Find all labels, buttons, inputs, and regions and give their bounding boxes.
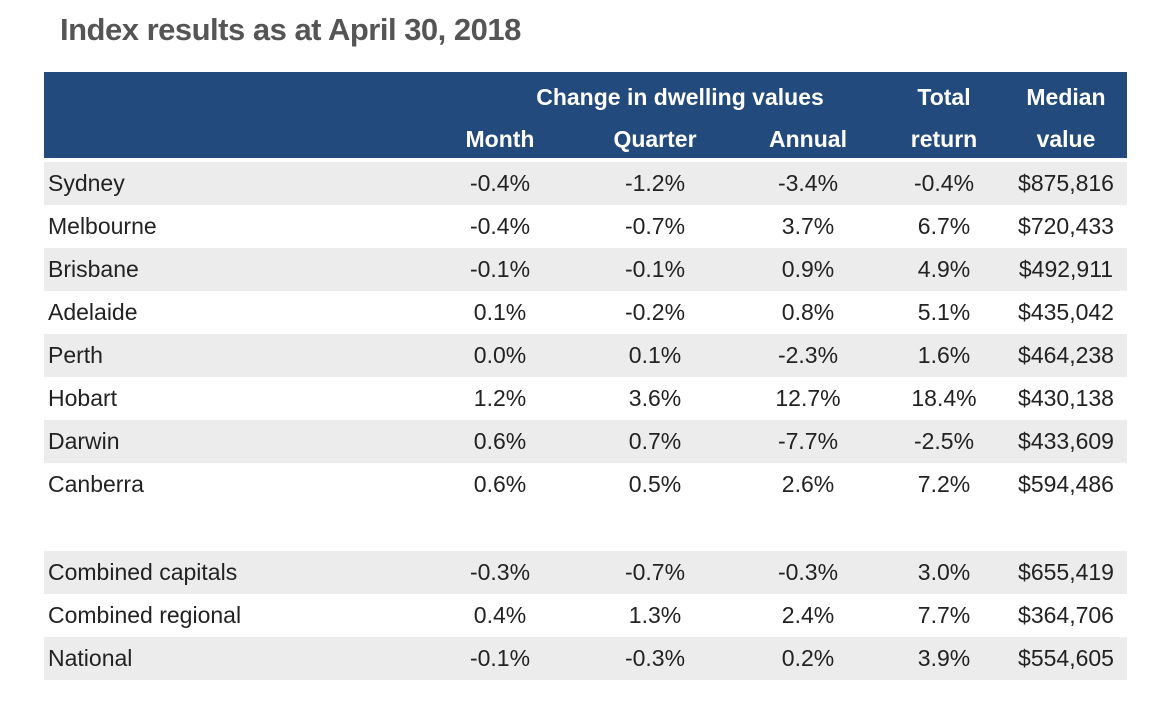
cell-value: 0.5% <box>628 471 682 497</box>
cell-value: -1.2% <box>624 170 686 196</box>
table-row: Canberra 0.6% 0.5% 2.6% 7.2% $594,486 <box>44 463 1127 506</box>
cell-value: $433,609 <box>1018 428 1114 454</box>
cell-value: $875,816 <box>1018 170 1114 196</box>
table-row: Combined capitals -0.3% -0.7% -0.3% 3.0% $655… <box>44 551 1127 594</box>
cell-value: 0.2% <box>781 645 835 671</box>
cell-value: 3.7% <box>781 213 835 239</box>
table-row: Darwin 0.6% 0.7% -7.7% -2.5% $433,609 <box>44 420 1127 463</box>
column-header: Month <box>465 126 535 152</box>
table-row: National -0.1% -0.3% 0.2% 3.9% $554,605 <box>44 637 1127 680</box>
cell-value: 0.1% <box>473 299 527 325</box>
cell-value: -0.3% <box>624 645 686 671</box>
cell-value: -0.4% <box>469 213 531 239</box>
cell-value: 0.6% <box>473 428 527 454</box>
table-row: Perth 0.0% 0.1% -2.3% 1.6% $464,238 <box>44 334 1127 377</box>
cell-value: 0.7% <box>628 428 682 454</box>
cell-value: -2.5% <box>913 428 975 454</box>
cell-value: 4.9% <box>917 256 971 282</box>
cell-value: $430,138 <box>1018 385 1114 411</box>
column-header: Total return <box>910 84 978 152</box>
cell-value: $435,042 <box>1018 299 1114 325</box>
row-label: Canberra <box>48 471 144 497</box>
cell-value: 1.2% <box>473 385 527 411</box>
row-label: Melbourne <box>48 213 157 239</box>
row-label: Perth <box>48 342 103 368</box>
cell-value: -0.4% <box>469 170 531 196</box>
cell-value: 6.7% <box>917 213 971 239</box>
row-label: National <box>48 645 133 671</box>
cell-value: -0.7% <box>624 559 686 585</box>
cell-value: $554,605 <box>1018 645 1114 671</box>
cell-value: $594,486 <box>1018 471 1114 497</box>
table-row: Adelaide 0.1% -0.2% 0.8% 5.1% $435,042 <box>44 291 1127 334</box>
cell-value: -0.7% <box>624 213 686 239</box>
cell-value: $464,238 <box>1018 342 1114 368</box>
cell-value: $720,433 <box>1018 213 1114 239</box>
cell-value: -0.3% <box>777 559 839 585</box>
cell-value: 12.7% <box>775 385 841 411</box>
cell-value: 0.9% <box>781 256 835 282</box>
cell-value: $364,706 <box>1018 602 1114 628</box>
column-header: Median value <box>1026 84 1106 152</box>
cell-value: 5.1% <box>917 299 971 325</box>
table-row: Brisbane -0.1% -0.1% 0.9% 4.9% $492,911 <box>44 248 1127 291</box>
cell-value: -0.1% <box>624 256 686 282</box>
cell-value: 2.4% <box>781 602 835 628</box>
cell-value: $655,419 <box>1018 559 1114 585</box>
cell-value: 7.7% <box>917 602 971 628</box>
cell-value: $492,911 <box>1018 256 1114 282</box>
cell-value: -2.3% <box>777 342 839 368</box>
row-label: Darwin <box>48 428 120 454</box>
cell-value: 1.3% <box>628 602 682 628</box>
cell-value: 1.6% <box>917 342 971 368</box>
column-header: Annual <box>769 126 847 152</box>
row-label: Sydney <box>48 170 125 196</box>
row-label: Combined regional <box>48 602 242 628</box>
row-label: Hobart <box>48 385 118 411</box>
group-header: Change in dwelling values <box>536 84 824 110</box>
cell-value: 7.2% <box>917 471 971 497</box>
title: Index results as at April 30, 2018 <box>60 12 521 47</box>
cell-value: -0.2% <box>624 299 686 325</box>
cell-value: -0.1% <box>469 645 531 671</box>
cell-value: -0.4% <box>913 170 975 196</box>
table-row: Hobart 1.2% 3.6% 12.7% 18.4% $430,138 <box>44 377 1127 420</box>
cell-value: -0.3% <box>469 559 531 585</box>
cell-value: 0.0% <box>473 342 527 368</box>
cell-value: -0.1% <box>469 256 531 282</box>
cell-value: 0.6% <box>473 471 527 497</box>
cell-value: 0.4% <box>473 602 527 628</box>
cell-value: 0.8% <box>781 299 835 325</box>
cell-value: 3.6% <box>628 385 682 411</box>
table-row: Combined regional 0.4% 1.3% 2.4% 7.7% $364,70… <box>44 594 1127 637</box>
column-header: Quarter <box>613 126 697 152</box>
cell-value: 0.1% <box>628 342 682 368</box>
row-label: Brisbane <box>48 256 139 282</box>
row-label: Combined capitals <box>48 559 238 585</box>
table-row: Melbourne -0.4% -0.7% 3.7% 6.7% $720,433 <box>44 205 1127 248</box>
table-row: Sydney -0.4% -1.2% -3.4% -0.4% $875,816 <box>44 162 1127 205</box>
cell-value: 2.6% <box>781 471 835 497</box>
cell-value: 18.4% <box>911 385 977 411</box>
cell-value: 3.9% <box>917 645 971 671</box>
cell-value: -3.4% <box>777 170 839 196</box>
cell-value: -7.7% <box>777 428 839 454</box>
table-header: Change in dwelling values Month Quarter Ann… <box>44 72 1127 158</box>
cell-value: 3.0% <box>917 559 971 585</box>
row-label: Adelaide <box>48 299 138 325</box>
